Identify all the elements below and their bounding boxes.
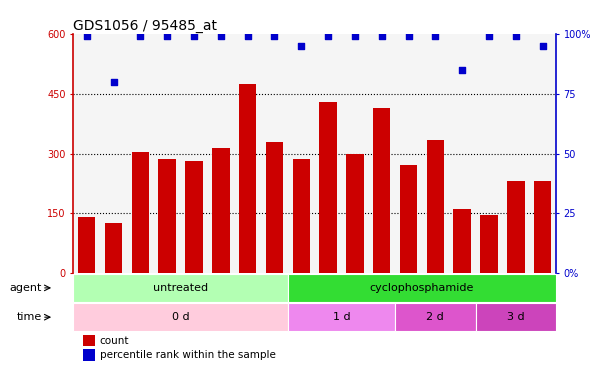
Point [109,79,119,85]
Text: 1 d: 1 d [332,312,350,322]
Point [163,33,172,39]
Text: 3 d: 3 d [507,312,525,322]
Text: time: time [16,312,42,322]
Point [538,43,547,49]
Bar [239,84,257,273]
Text: untreated: untreated [153,283,208,293]
Bar [507,182,524,273]
Bar [534,182,551,273]
Point [296,43,306,49]
Bar [288,274,556,302]
Bar [105,224,122,273]
Bar [293,159,310,273]
Text: percentile rank within the sample: percentile rank within the sample [100,350,276,360]
Bar [185,162,203,273]
Bar [158,159,176,273]
Point [457,67,467,73]
Point [269,33,279,39]
Bar [480,215,498,273]
Text: GDS1056 / 95485_at: GDS1056 / 95485_at [73,19,218,33]
Text: count: count [100,336,130,346]
Bar [73,274,288,302]
Bar [320,102,337,273]
Bar [131,152,149,273]
Point [430,33,440,39]
Point [350,33,360,39]
Bar [453,209,471,273]
Bar [426,140,444,273]
Bar [400,165,417,273]
Point [404,33,414,39]
Text: 0 d: 0 d [172,312,189,322]
Text: 2 d: 2 d [426,312,444,322]
Bar [73,303,288,331]
Point [243,33,252,39]
Bar [83,335,95,346]
Point [189,33,199,39]
Point [484,33,494,39]
Bar [475,303,556,331]
Bar [266,141,283,273]
Point [511,33,521,39]
Point [136,33,145,39]
Bar [78,217,95,273]
Point [216,33,225,39]
Bar [373,108,390,273]
Bar [395,303,475,331]
Point [377,33,387,39]
Text: cyclophosphamide: cyclophosphamide [370,283,474,293]
Point [82,33,92,39]
Bar [288,303,395,331]
Text: agent: agent [10,283,42,293]
Bar [83,350,95,360]
Bar [346,153,364,273]
Bar [212,147,230,273]
Point [323,33,333,39]
